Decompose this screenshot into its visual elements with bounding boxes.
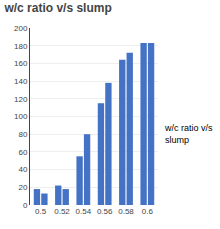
svg-text:0.6: 0.6 — [142, 207, 154, 216]
svg-text:180: 180 — [14, 42, 28, 51]
svg-text:0.54: 0.54 — [76, 207, 92, 216]
svg-text:80: 80 — [18, 130, 27, 139]
svg-text:0.58: 0.58 — [118, 207, 134, 216]
svg-text:40: 40 — [18, 165, 27, 174]
svg-text:100: 100 — [14, 112, 28, 121]
svg-text:0.56: 0.56 — [97, 207, 113, 216]
svg-text:20: 20 — [18, 183, 27, 192]
svg-text:200: 200 — [14, 24, 28, 33]
svg-text:0: 0 — [23, 201, 28, 210]
svg-text:140: 140 — [14, 77, 28, 86]
svg-text:0.5: 0.5 — [35, 207, 47, 216]
svg-text:w/c ratio v/s slump: w/c ratio v/s slump — [3, 1, 111, 15]
svg-text:120: 120 — [14, 95, 28, 104]
svg-text:60: 60 — [18, 148, 27, 157]
svg-text:0.52: 0.52 — [54, 207, 70, 216]
svg-text:160: 160 — [14, 59, 28, 68]
svg-text:w/c ratio v/sslump: w/c ratio v/sslump — [164, 123, 213, 145]
